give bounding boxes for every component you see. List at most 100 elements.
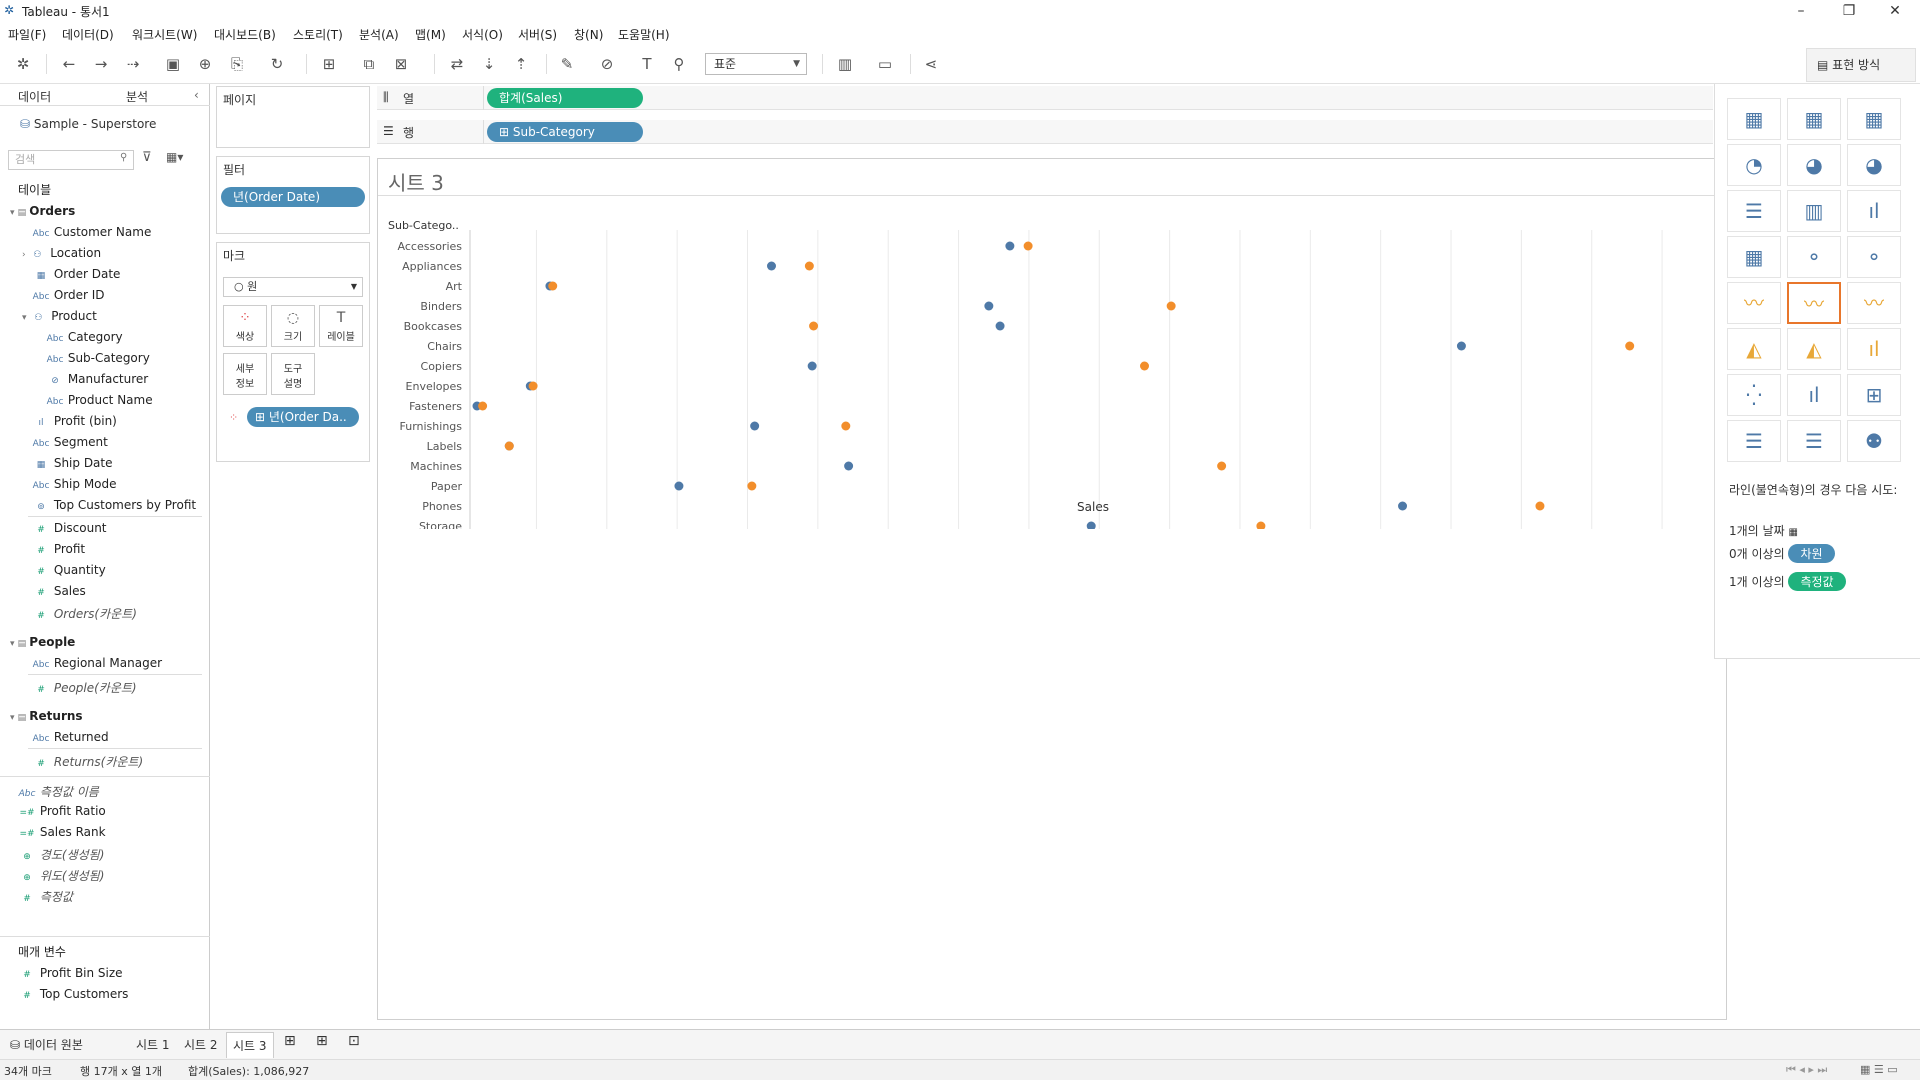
highlight-icon[interactable]: ✎ [560, 55, 574, 73]
show-me-horizontal-bars-icon[interactable]: ☰ [1727, 190, 1781, 232]
data-point[interactable] [984, 301, 994, 311]
show-me-gantt-icon[interactable]: ☰ [1727, 420, 1781, 462]
data-point[interactable] [1535, 501, 1545, 511]
menu-window[interactable]: 창(N) [574, 28, 604, 42]
menu-story[interactable]: 스토리(T) [293, 28, 343, 42]
new-worksheet-icon[interactable]: ⊞ [322, 55, 336, 73]
group-icon[interactable]: ⊘ [600, 55, 614, 73]
data-point[interactable] [478, 401, 488, 411]
data-point[interactable] [1625, 341, 1635, 351]
scatter-chart[interactable]: Sub-Catego.. Accessories Appliances Art Bin… [378, 209, 1728, 529]
field-longitude[interactable]: ⊕ 경도(생성됨) [18, 846, 104, 866]
sort-descending-icon[interactable]: ⇡ [514, 55, 528, 73]
data-point[interactable] [807, 361, 817, 371]
redo-icon[interactable]: → [94, 55, 108, 73]
menu-help[interactable]: 도움말(H) [618, 28, 670, 42]
marks-card[interactable]: 마크 ○ 원 ▼ ⁘ 색상 ◌ 크기 T 레이블 세부 정보 도구 설명 ⁘ ⊞ 년(O… [216, 242, 370, 462]
worksheet-view[interactable]: 시트 3 Sub-Catego.. Accessories Appliances A… [377, 158, 1728, 1020]
navigation-icons[interactable]: ⏮ ◂ ▸ ⏭ [1786, 1063, 1828, 1076]
show-me-treemap-icon[interactable]: ▦ [1727, 236, 1781, 278]
field-people-count[interactable]: # People(카운트) [32, 679, 136, 699]
data-point[interactable] [1217, 461, 1227, 471]
show-me-filled-map-icon[interactable]: ◕ [1787, 144, 1841, 186]
menu-analysis[interactable]: 분석(A) [359, 28, 399, 42]
filter-icon[interactable]: ⊽ [142, 150, 152, 165]
show-me-side-by-side-bars-icon[interactable]: ıl [1847, 190, 1901, 232]
show-me-pie-chart-icon[interactable]: ◕ [1847, 144, 1901, 186]
tab-data[interactable]: 데이터 [18, 90, 52, 104]
fit-select[interactable]: 표준 ▼ [705, 53, 807, 75]
show-me-button[interactable]: ▤ 표현 방식 [1806, 48, 1916, 82]
show-me-highlight-table-icon[interactable]: ▦ [1847, 98, 1901, 140]
field-profit-ratio[interactable]: =# Profit Ratio [19, 804, 106, 818]
label-button[interactable]: T 레이블 [319, 305, 363, 347]
menu-data[interactable]: 데이터(D) [62, 28, 114, 42]
filters-card[interactable]: 필터 년(Order Date) [216, 156, 370, 234]
menu-server[interactable]: 서버(S) [518, 28, 558, 42]
field-sub-category[interactable]: Abc Sub-Category [46, 351, 150, 365]
new-worksheet-icon[interactable]: ⊞ [284, 1033, 296, 1049]
show-me-heat-map-icon[interactable]: ▦ [1787, 98, 1841, 140]
new-dashboard-icon[interactable]: ⊞ [316, 1033, 328, 1049]
data-point[interactable] [1005, 241, 1015, 251]
filter-pill-year-order-date[interactable]: 년(Order Date) [221, 187, 365, 207]
show-me-stacked-bars-icon[interactable]: ▥ [1787, 190, 1841, 232]
sort-ascending-icon[interactable]: ⇣ [482, 55, 496, 73]
data-point[interactable] [1166, 301, 1176, 311]
data-point[interactable] [504, 441, 514, 451]
field-ship-date[interactable]: ▦ Ship Date [32, 456, 113, 476]
show-me-packed-bubbles-icon[interactable]: ⚉ [1847, 420, 1901, 462]
duplicate-icon[interactable]: ⧉ [363, 55, 375, 73]
pages-card[interactable]: 페이지 [216, 86, 370, 148]
table-returns[interactable]: ▾ ▤ Returns [10, 709, 83, 723]
show-me-box-whisker-icon[interactable]: ⊞ [1847, 374, 1901, 416]
field-sales-rank[interactable]: =# Sales Rank [19, 825, 106, 839]
clear-sheet-icon[interactable]: ⊠ [394, 55, 408, 73]
show-cards-icon[interactable]: ▥ [837, 55, 853, 73]
param-top-customers[interactable]: # Top Customers [18, 987, 128, 1007]
field-latitude[interactable]: ⊕ 위도(생성됨) [18, 867, 104, 887]
table-orders[interactable]: ▾ ▤ Orders [10, 204, 76, 218]
mark-type-select[interactable]: ○ 원 ▼ [223, 277, 363, 297]
search-input[interactable]: 검색 [8, 150, 134, 170]
field-orders-count[interactable]: # Orders(카운트) [32, 605, 137, 625]
menu-map[interactable]: 맵(M) [415, 28, 446, 42]
data-point[interactable] [747, 481, 757, 491]
tab-sheet1[interactable]: 시트 1 [136, 1038, 170, 1052]
show-me-area-continuous-icon[interactable]: ◭ [1727, 328, 1781, 370]
tab-sheet2[interactable]: 시트 2 [184, 1038, 218, 1052]
size-button[interactable]: ◌ 크기 [271, 305, 315, 347]
data-point[interactable] [809, 321, 819, 331]
field-profit[interactable]: # Profit [32, 542, 85, 562]
detail-button[interactable]: 세부 정보 [223, 353, 267, 395]
data-point[interactable] [766, 261, 776, 271]
undo-icon[interactable]: ← [62, 55, 76, 73]
share-icon[interactable]: ⋖ [924, 55, 938, 73]
data-point[interactable] [528, 381, 538, 391]
menu-dashboard[interactable]: 대시보드(B) [214, 28, 276, 42]
show-me-dual-combination-icon[interactable]: ıl [1847, 328, 1901, 370]
data-point[interactable] [844, 461, 854, 471]
tooltip-button[interactable]: 도구 설명 [271, 353, 315, 395]
tab-analysis[interactable]: 분석 [126, 90, 149, 104]
menu-worksheet[interactable]: 워크시트(W) [132, 28, 198, 42]
color-pill-year-order-date[interactable]: ⊞ 년(Order Da.. [247, 407, 359, 427]
rows-pill-sub-category[interactable]: ⊞ Sub-Category [487, 122, 643, 142]
field-quantity[interactable]: # Quantity [32, 563, 105, 583]
field-location[interactable]: › ⚇ Location [22, 246, 102, 260]
field-returned[interactable]: Abc Returned [32, 730, 109, 744]
show-me-line-continuous-icon[interactable]: 〰 [1727, 282, 1781, 324]
menu-file[interactable]: 파일(F) [8, 28, 47, 42]
field-top-customers-by-profit[interactable]: ⊚ Top Customers by Profit [32, 498, 196, 518]
show-me-line-discrete-icon[interactable]: 〰 [1787, 282, 1841, 324]
field-measure-names[interactable]: Abc 측정값 이름 [18, 785, 99, 799]
data-point[interactable] [1086, 521, 1096, 530]
show-me-bullet-graph-icon[interactable]: ☰ [1787, 420, 1841, 462]
restore-icon[interactable]: ❐ [1842, 3, 1856, 19]
show-me-symbol-map-icon[interactable]: ◔ [1727, 144, 1781, 186]
data-point[interactable] [1140, 361, 1150, 371]
show-me-dual-line-icon[interactable]: 〰 [1847, 282, 1901, 324]
menu-format[interactable]: 서식(O) [462, 28, 503, 42]
replay-icon[interactable]: ⇢ [126, 55, 140, 73]
minimize-icon[interactable]: – [1797, 3, 1805, 19]
